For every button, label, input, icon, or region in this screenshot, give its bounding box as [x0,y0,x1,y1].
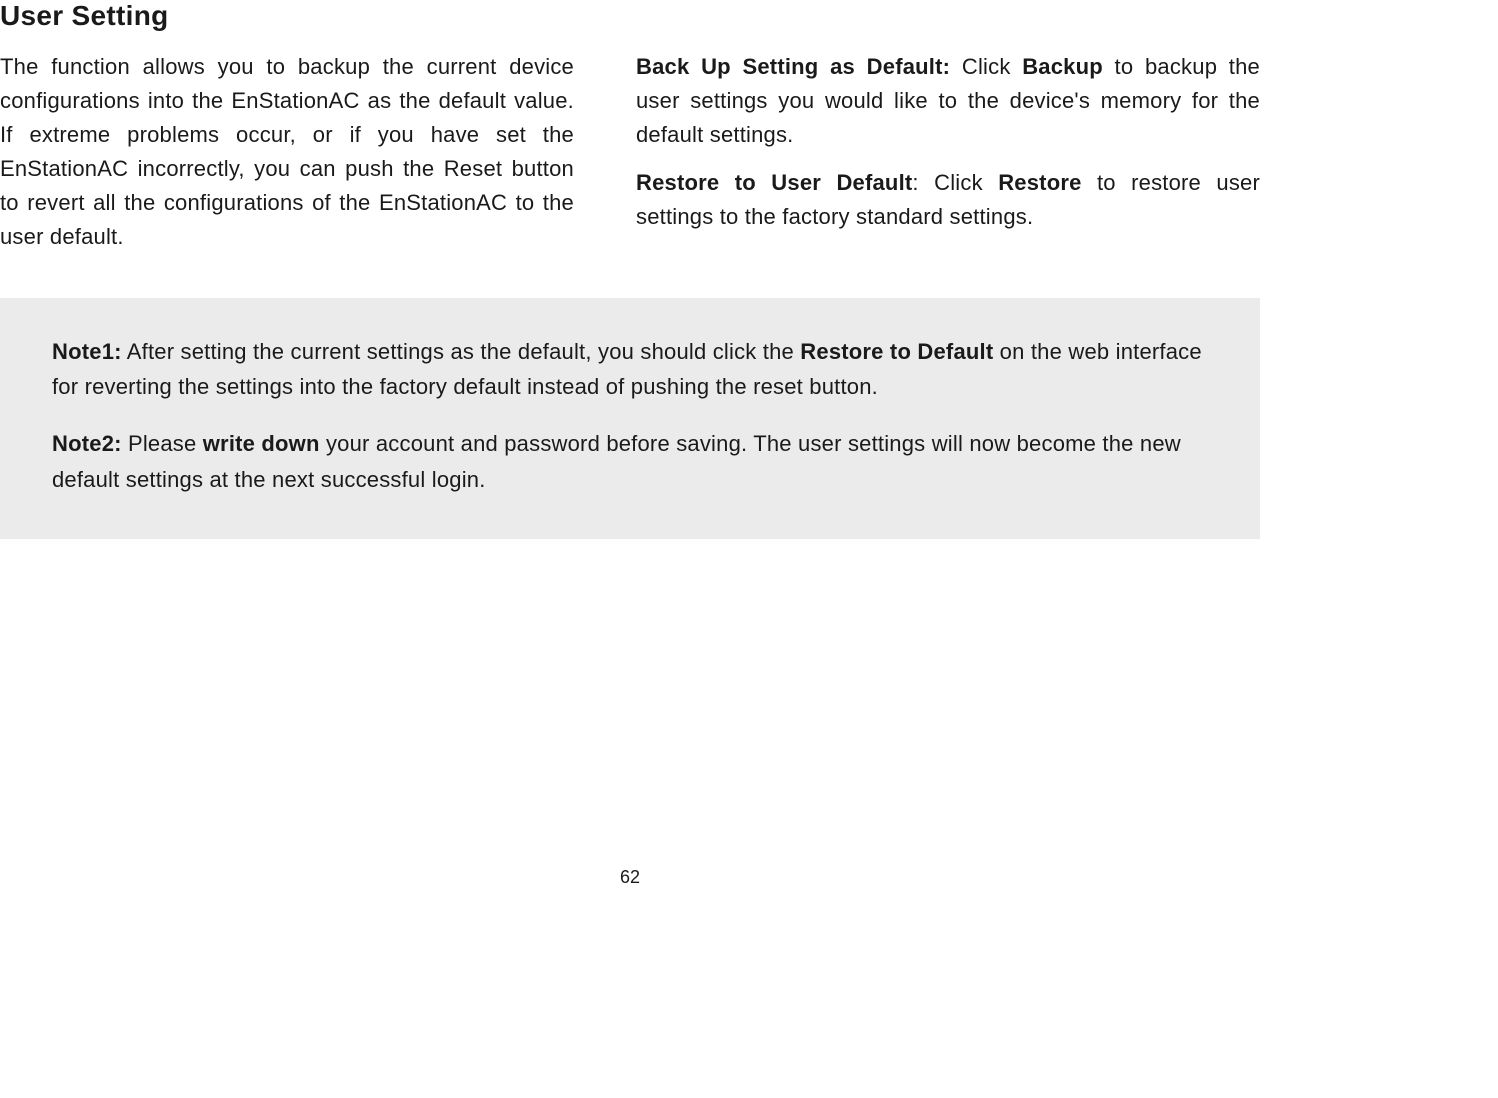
note1-text-a: After setting the current settings as th… [122,339,801,364]
backup-bold-word: Backup [1022,54,1103,79]
note1-label: Note1: [52,339,122,364]
restore-bold-word: Restore [998,170,1081,195]
note-2: Note2: Please write down your account an… [52,426,1208,496]
restore-paragraph: Restore to User Default: Click Restore t… [636,166,1260,234]
note-1: Note1: After setting the current setting… [52,334,1208,404]
page-number: 62 [0,867,1260,888]
left-column: The function allows you to backup the cu… [0,50,574,255]
notes-box: Note1: After setting the current setting… [0,298,1260,539]
note2-bold: write down [203,431,320,456]
intro-paragraph: The function allows you to backup the cu… [0,50,574,255]
section-heading: User Setting [0,0,169,32]
restore-text-1: : Click [912,170,998,195]
page-container: User Setting The function allows you to … [0,0,1498,1098]
backup-lead-label: Back Up Setting as Default: [636,54,950,79]
restore-lead-label: Restore to User Default [636,170,912,195]
note2-text-a: Please [122,431,203,456]
note1-bold: Restore to Default [800,339,993,364]
right-column: Back Up Setting as Default: Click Backup… [636,50,1260,234]
note2-label: Note2: [52,431,122,456]
backup-paragraph: Back Up Setting as Default: Click Backup… [636,50,1260,152]
backup-text-1: Click [950,54,1022,79]
